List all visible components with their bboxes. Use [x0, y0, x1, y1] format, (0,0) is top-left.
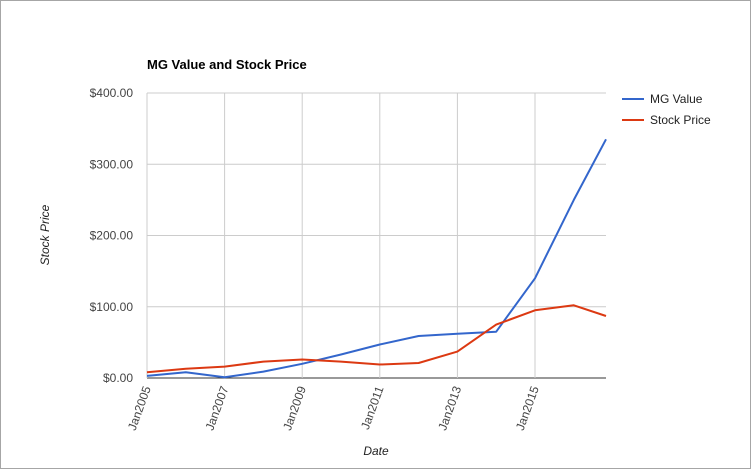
x-tick-label: Jan2005	[125, 384, 154, 432]
x-tick-label: Jan2007	[203, 384, 232, 432]
series-line-stock-price	[146, 304, 607, 374]
y-axis-title: Stock Price	[38, 204, 52, 265]
y-tick-label: $0.00	[103, 371, 133, 385]
y-tick-label: $300.00	[90, 157, 134, 171]
x-tick-label: Jan2009	[280, 384, 309, 432]
x-axis-ticks: Jan2005 Jan2007 Jan2009 Jan2011 Jan2013 Jan20…	[125, 384, 542, 432]
y-tick-label: $100.00	[90, 300, 134, 314]
legend: MG Value Stock Price	[622, 92, 711, 127]
y-axis-ticks: $0.00 $100.00 $200.00 $300.00 $400.00	[90, 86, 134, 385]
y-tick-label: $400.00	[90, 86, 134, 100]
y-tick-label: $200.00	[90, 229, 134, 243]
x-tick-label: Jan2015	[513, 384, 542, 432]
gridlines	[146, 92, 606, 379]
series-layer	[146, 138, 607, 379]
legend-label: Stock Price	[650, 113, 711, 127]
legend-label: MG Value	[650, 92, 703, 106]
x-tick-label: Jan2011	[358, 384, 387, 432]
chart-title: MG Value and Stock Price	[147, 57, 307, 72]
series-line-mg-value	[146, 138, 607, 379]
x-tick-label: Jan2013	[435, 384, 464, 432]
x-axis-title: Date	[363, 444, 389, 458]
